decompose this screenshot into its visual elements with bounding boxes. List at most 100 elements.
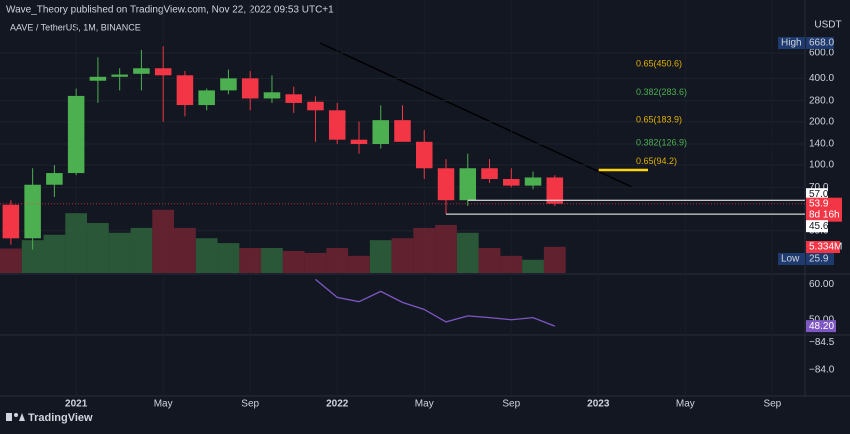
volume-bar xyxy=(261,248,283,273)
brand-logo xyxy=(6,413,25,421)
volume-bar xyxy=(500,255,523,273)
candle-body xyxy=(394,120,411,142)
candle-body xyxy=(133,68,150,74)
x-tick-label: Sep xyxy=(241,399,259,410)
candle-body xyxy=(481,168,498,180)
candle-body xyxy=(285,94,302,103)
volume-bar xyxy=(282,250,305,273)
candle-body xyxy=(89,76,107,81)
fib-label: 0.382(126.9) xyxy=(636,138,687,148)
fib-label: 0.382(283.6) xyxy=(636,87,687,97)
y-tick-label: 100.0 xyxy=(809,160,834,171)
candle-body xyxy=(350,139,368,145)
price-box xyxy=(806,197,842,222)
volume-label: 5.334M xyxy=(809,242,842,253)
volume-bar xyxy=(152,209,175,273)
countdown: 8d 16h xyxy=(809,209,840,220)
volume-bar xyxy=(478,248,501,273)
fib-label: 0.65(450.6) xyxy=(636,58,682,68)
volume-bar xyxy=(174,227,196,273)
volume-bar xyxy=(435,224,457,273)
candle-body xyxy=(176,75,194,106)
price-label: 25.9 xyxy=(809,254,829,265)
y-tick-label: 280.0 xyxy=(809,95,834,106)
volume-bar xyxy=(522,259,544,273)
rsi-line xyxy=(315,278,556,327)
candle-body xyxy=(154,68,172,76)
lower-tick-label: −84.5 xyxy=(809,337,835,348)
candle-body xyxy=(307,101,324,111)
candle-body xyxy=(24,184,41,239)
volume-bar xyxy=(108,232,131,273)
volume-bar xyxy=(413,227,436,273)
candle-body xyxy=(263,92,281,99)
candle-body xyxy=(198,90,215,106)
price-label: 53.9 xyxy=(809,198,829,209)
y-tick-label: 400.0 xyxy=(809,73,834,84)
rsi-box xyxy=(806,320,836,333)
candle-body xyxy=(503,179,520,186)
candle-body xyxy=(111,74,128,77)
y-tick-label: 600.0 xyxy=(809,48,834,59)
price-label: 668.0 xyxy=(809,38,834,49)
price-tag xyxy=(778,37,805,49)
volume-bar xyxy=(239,248,262,273)
candle-body xyxy=(46,173,63,185)
volume-bar xyxy=(391,238,414,273)
candle-body xyxy=(67,95,85,174)
x-tick-label: May xyxy=(415,399,434,410)
price-box xyxy=(806,188,828,201)
candle-body xyxy=(328,110,346,140)
rsi-tick-label: 60.00 xyxy=(809,279,834,290)
volume-bar xyxy=(195,238,218,273)
currency: USDT xyxy=(814,20,841,31)
x-tick-label: Sep xyxy=(502,399,520,410)
symbol: AAVE / TetherUS, 1M, BINANCE xyxy=(10,22,141,32)
fib-label: 0.65(94.2) xyxy=(636,156,677,166)
brand: TradingView xyxy=(28,412,93,424)
y-tick-label: 200.0 xyxy=(809,116,834,127)
candle-body xyxy=(372,120,390,145)
volume-bar xyxy=(369,240,392,273)
fib-label: 0.65(183.9) xyxy=(636,114,682,124)
trend-line xyxy=(319,42,633,188)
rsi-last-label: 48.20 xyxy=(809,321,834,332)
y-tick-label: 70.0 xyxy=(809,182,829,193)
price-box xyxy=(806,37,834,49)
x-tick-label: 2023 xyxy=(587,399,610,410)
candle-body xyxy=(437,168,455,201)
rsi-tick-label: 50.00 xyxy=(809,314,834,325)
candle-body xyxy=(220,78,237,91)
candle-body xyxy=(241,78,259,99)
volume-bar xyxy=(0,248,22,273)
volume-bar xyxy=(217,243,240,273)
volume-box xyxy=(806,241,840,253)
x-tick-label: May xyxy=(154,399,173,410)
price-tag-label: High xyxy=(781,38,802,49)
volume-bar xyxy=(21,240,44,273)
y-tick-label: 140.0 xyxy=(809,139,834,150)
price-box xyxy=(806,253,834,265)
candle-body xyxy=(2,204,20,239)
volume-bar xyxy=(43,234,66,273)
volume-bar xyxy=(543,246,566,273)
x-tick-label: May xyxy=(676,399,695,410)
volume-bar xyxy=(326,248,349,273)
volume-bar xyxy=(348,255,370,273)
price-tag xyxy=(778,253,805,265)
price-box xyxy=(806,220,828,233)
candle-body xyxy=(524,177,542,186)
candle-body xyxy=(415,141,433,169)
volume-bar xyxy=(456,232,479,273)
candle-body xyxy=(459,168,477,201)
volume-bar xyxy=(130,227,153,273)
x-tick-label: Sep xyxy=(763,399,781,410)
volume-bar xyxy=(87,223,109,273)
x-tick-label: 2021 xyxy=(65,399,88,410)
price-tag-label: Low xyxy=(781,254,800,265)
price-label: 45.6 xyxy=(809,221,829,232)
candle-body xyxy=(546,177,564,204)
publisher: Wave_Theory published on TradingView.com… xyxy=(6,5,334,16)
